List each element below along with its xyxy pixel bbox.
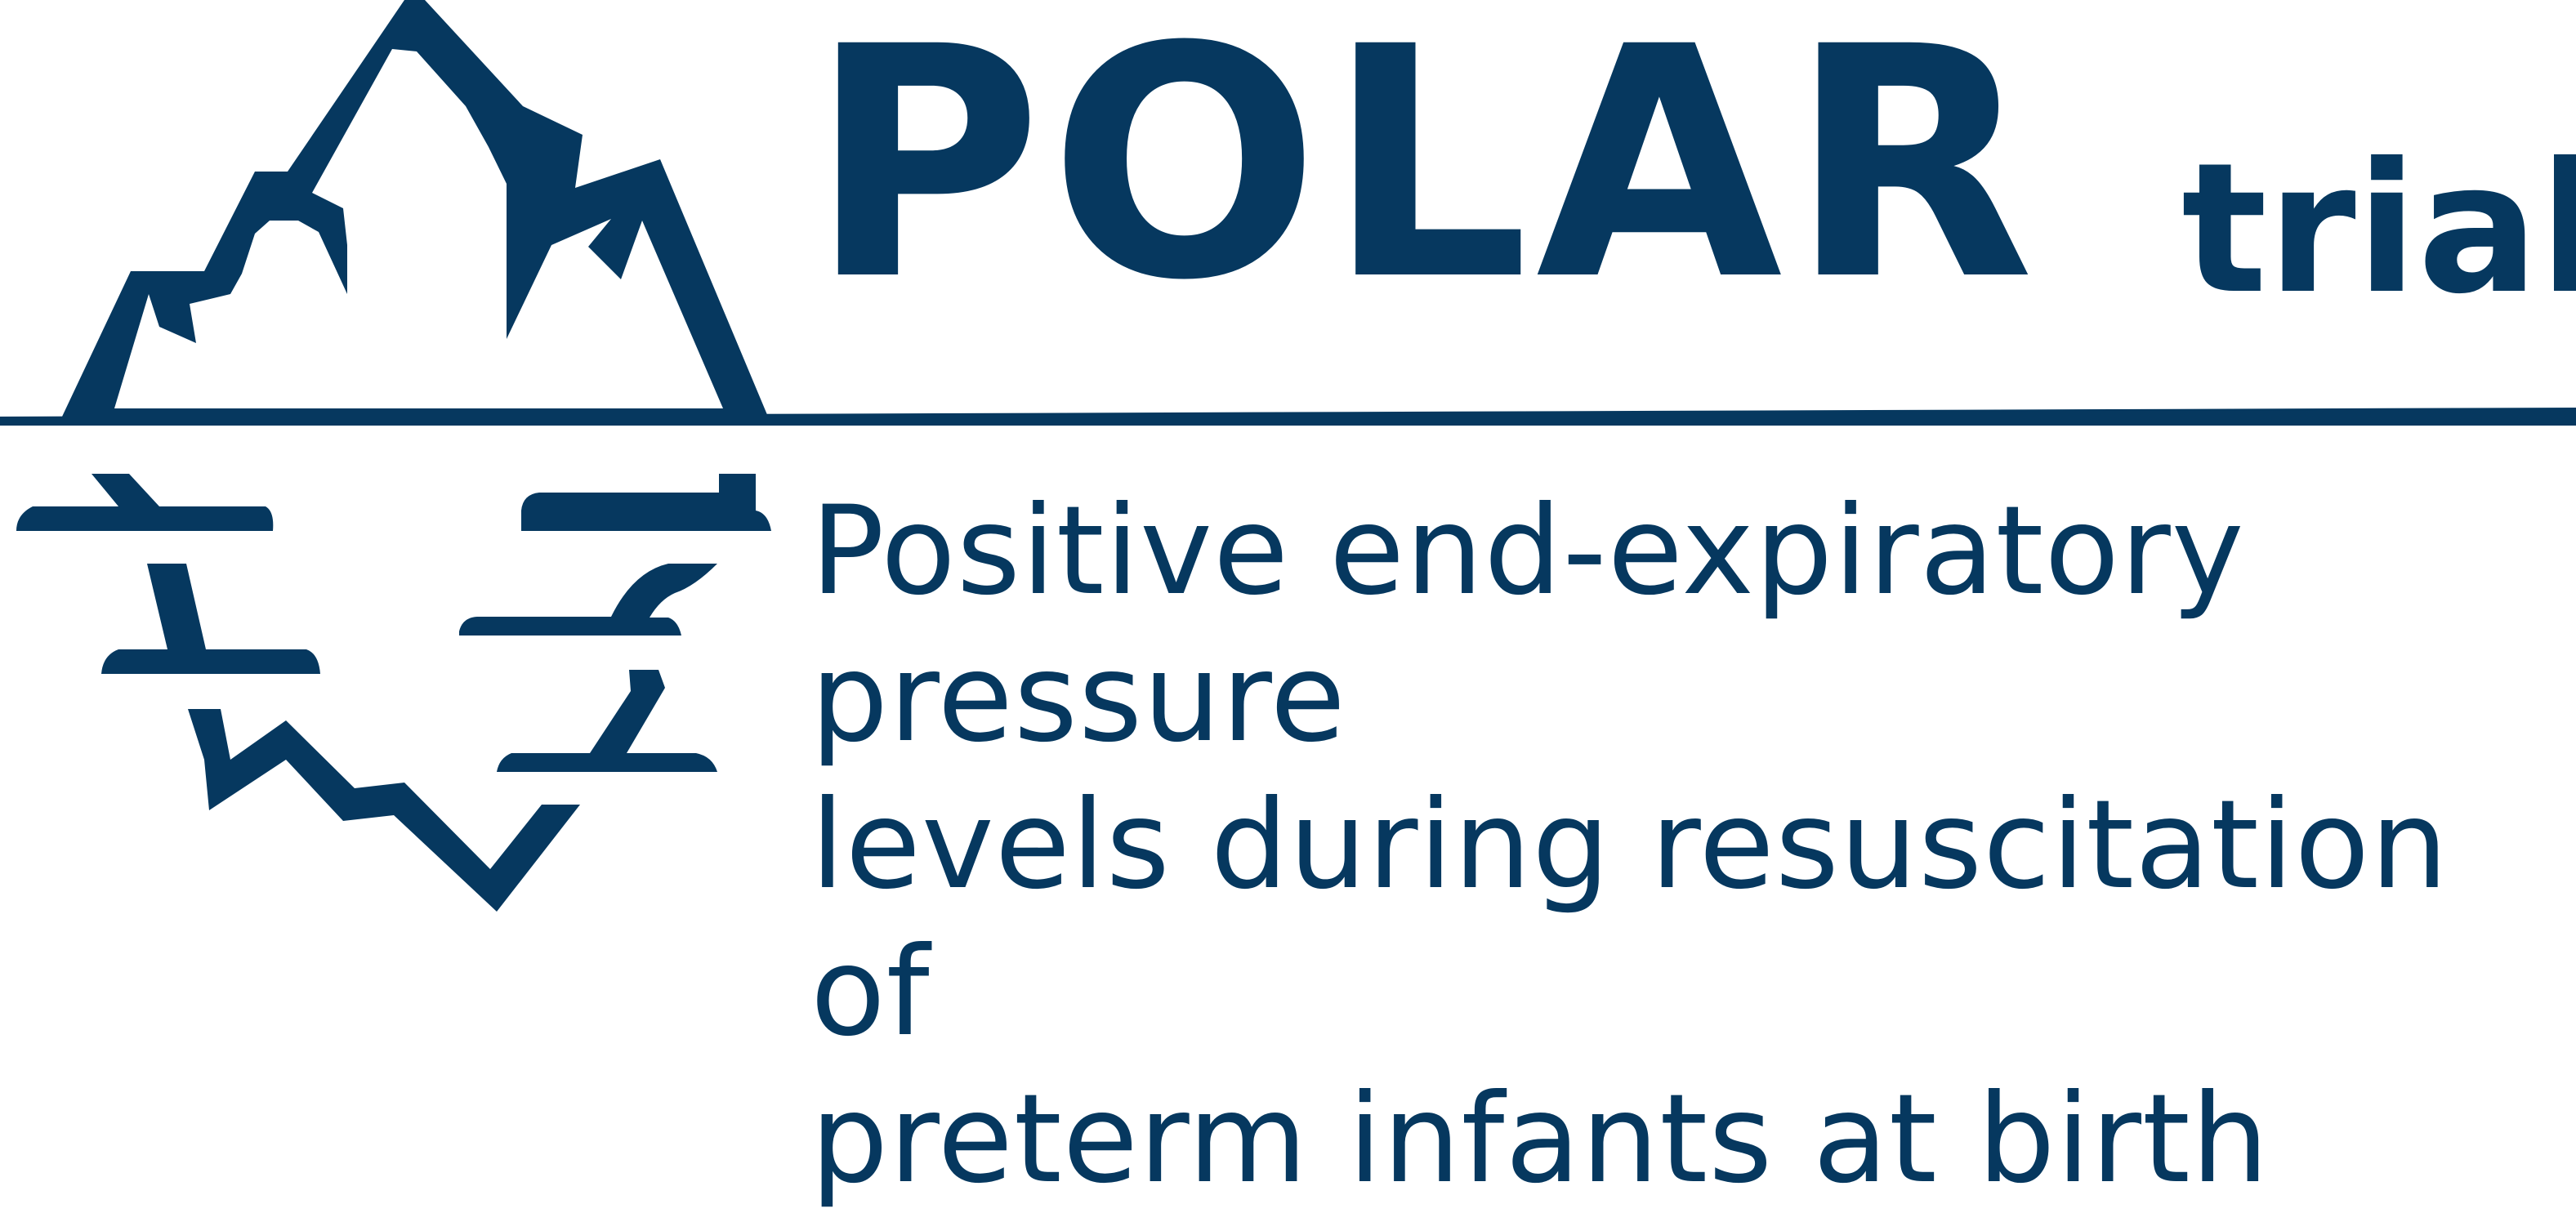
brand-title: POLAR [809,0,2042,350]
mountain-icon [62,0,768,417]
tagline: Positive end-expiratory pressure levels … [810,480,2449,1211]
reflection-icon [16,474,771,912]
polar-logo-graphic [0,0,2576,912]
brand-suffix: trial [2181,124,2576,333]
horizon-line [0,408,2576,426]
